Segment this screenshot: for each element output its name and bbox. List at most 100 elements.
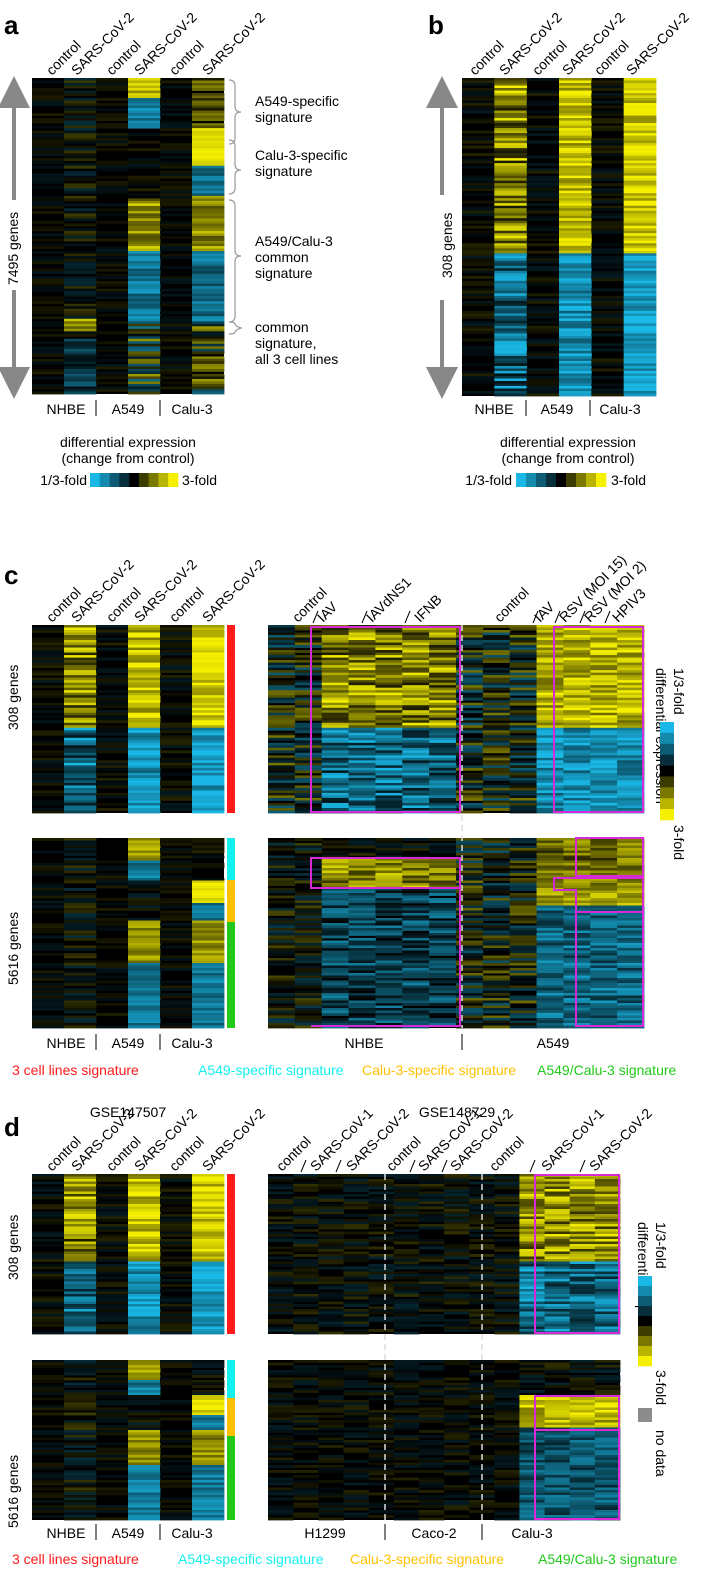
colorbar-swatch xyxy=(566,473,577,487)
col-header: IAVdNS1 xyxy=(363,574,414,625)
colorbar-swatch xyxy=(660,809,674,821)
colorbar-swatch xyxy=(158,473,169,487)
cell-line-label: A549 xyxy=(112,1525,145,1541)
panel-a-colheaders: control SARS-CoV-2 control SARS-CoV-2 co… xyxy=(43,9,268,78)
colorbar-swatch xyxy=(596,473,607,487)
legend-high-label: 3-fold xyxy=(653,1370,669,1405)
colorbar-b xyxy=(516,473,607,487)
gene-count-label: 308 genes xyxy=(5,1215,21,1280)
legend-low-label: 1/3-fold xyxy=(465,472,512,488)
colorbar-c xyxy=(660,722,674,821)
panel-b-colheaders: control SARS-CoV-2 control SARS-CoV-2 co… xyxy=(466,9,692,78)
panel-b-cellline-labels: NHBE A549 Calu-3 xyxy=(475,400,641,417)
gene-count-label: 5616 genes xyxy=(5,912,21,985)
signature-legend-3lines: 3 cell lines signature xyxy=(12,1062,139,1078)
panel-label-d: d xyxy=(4,1112,20,1142)
annotation-text: signature, xyxy=(255,335,316,351)
heatmap-panel-d-top-right xyxy=(268,1174,621,1335)
colorbar-swatch xyxy=(660,776,674,788)
panel-d-signature-legend: 3 cell lines signature A549-specific sig… xyxy=(12,1551,678,1567)
colorbar-swatch xyxy=(90,473,101,487)
panel-d-vertical-legend: differential expression 1/3-fold 3-fold … xyxy=(635,1222,669,1477)
colorbar-swatch xyxy=(638,1286,652,1297)
colorbar-swatch xyxy=(638,1356,652,1367)
cell-line-label: NHBE xyxy=(47,401,86,417)
legend-title: differential expression xyxy=(500,434,636,450)
colorbar-swatch xyxy=(660,787,674,799)
colorbar-swatch xyxy=(576,473,587,487)
panel-c-highlight-boxes xyxy=(310,626,644,1027)
gene-count-label: 308 genes xyxy=(439,213,455,278)
no-data-swatch xyxy=(638,1408,652,1422)
colorbar-swatch xyxy=(168,473,179,487)
colorbar-swatch xyxy=(660,743,674,755)
colorbar-swatch xyxy=(109,473,120,487)
panel-c-colheaders-left: control SARS-CoV-2 control SARS-CoV-2 co… xyxy=(43,556,268,625)
signature-bar-a549-calu3 xyxy=(227,1436,235,1520)
panel-d-highlight-boxes xyxy=(534,1174,620,1520)
legend-high-label: 3-fold xyxy=(671,825,687,860)
colorbar-swatch xyxy=(660,765,674,777)
signature-bar-a549 xyxy=(227,838,235,880)
colorbar-swatch xyxy=(638,1276,652,1287)
panel-label-a: a xyxy=(4,10,19,40)
colorbar-swatch xyxy=(638,1336,652,1347)
heatmap-panel-d-top-left xyxy=(32,1174,225,1335)
dataset-label-left: GSE147507 xyxy=(90,1104,166,1120)
colorbar-a xyxy=(90,473,179,487)
annotation-text: A549/Calu-3 xyxy=(255,233,333,249)
legend-low-label: 1/3-fold xyxy=(40,472,87,488)
colorbar-swatch xyxy=(99,473,110,487)
annotation-text: common xyxy=(255,249,309,265)
signature-legend-3lines: 3 cell lines signature xyxy=(12,1551,139,1567)
colorbar-swatch xyxy=(638,1346,652,1357)
legend-low-label: 1/3-fold xyxy=(653,1222,669,1269)
col-header: SARS-CoV-2 xyxy=(199,556,268,625)
panel-c-vertical-legend: differential expression 1/3-fold 3-fold xyxy=(653,668,687,860)
annotation-text: signature xyxy=(255,265,313,281)
signature-legend-a549-calu3: A549/Calu-3 signature xyxy=(537,1062,677,1078)
signature-bar-3lines xyxy=(227,625,235,813)
cell-line-label: NHBE xyxy=(345,1035,384,1051)
legend-subtitle: (change from control) xyxy=(61,450,194,466)
col-header: SARS-CoV-2 xyxy=(199,9,268,78)
colorbar-swatch xyxy=(638,1316,652,1327)
signature-legend-calu3: Calu-3-specific signature xyxy=(362,1062,516,1078)
col-header: IAV xyxy=(531,598,558,625)
colorbar-swatch xyxy=(138,473,149,487)
panel-d-cellline-labels: NHBE A549 Calu-3 H1299 Caco-2 Calu-3 xyxy=(47,1524,553,1541)
colorbar-swatch xyxy=(638,1326,652,1337)
legend-low-label: 1/3-fold xyxy=(671,668,687,715)
annotation-text: signature xyxy=(255,109,313,125)
panel-c-cellline-labels: NHBE A549 Calu-3 NHBE A549 xyxy=(47,1034,570,1051)
heatmap-panel-b xyxy=(462,78,657,397)
heatmap-panel-c-top-right xyxy=(268,625,645,814)
colorbar-swatch xyxy=(660,754,674,766)
panel-a-legend: differential expression (change from con… xyxy=(40,434,217,488)
cell-line-label: Caco-2 xyxy=(411,1525,456,1541)
no-data-label: no data xyxy=(653,1430,669,1477)
col-header: SARS-CoV-2 xyxy=(623,9,692,78)
signature-bar-3lines xyxy=(227,1174,235,1334)
colorbar-swatch xyxy=(516,473,527,487)
gene-count-label: 7495 genes xyxy=(5,212,21,285)
heatmap-panel-a xyxy=(32,78,225,395)
signature-bar-calu3 xyxy=(227,880,235,922)
heatmap-panel-d-bottom-right xyxy=(268,1360,621,1521)
panel-b-legend: differential expression (change from con… xyxy=(465,434,646,488)
colorbar-swatch xyxy=(586,473,597,487)
colorbar-swatch xyxy=(638,1306,652,1317)
colorbar-swatch xyxy=(526,473,537,487)
signature-legend-a549: A549-specific signature xyxy=(198,1062,344,1078)
dataset-label-right: GSE148729 xyxy=(419,1104,495,1120)
legend-high-label: 3-fold xyxy=(182,472,217,488)
cell-line-label: A549 xyxy=(537,1035,570,1051)
heatmap-panel-c-bottom-left xyxy=(32,838,225,1029)
panel-a-annotations: A549-specific signature Calu-3-specific … xyxy=(255,93,348,367)
colorbar-swatch xyxy=(660,798,674,810)
cell-line-label: A549 xyxy=(112,1035,145,1051)
legend-title: differential expression xyxy=(60,434,196,450)
panel-c-colheaders-right: control IAV IAVdNS1 IFNB control IAV RSV… xyxy=(289,552,649,625)
colorbar-swatch xyxy=(660,722,674,734)
cell-line-label: A549 xyxy=(112,401,145,417)
